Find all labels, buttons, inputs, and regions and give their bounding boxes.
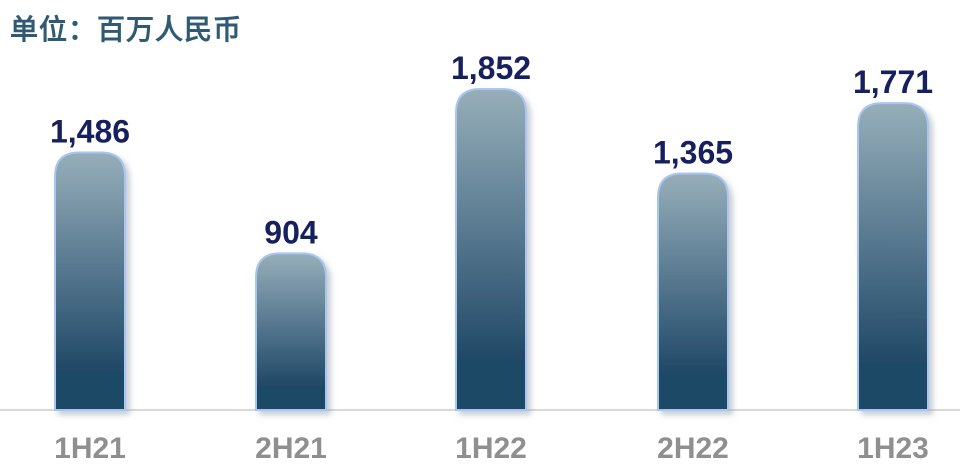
bar-2H22 <box>657 172 729 411</box>
bar-1H23 <box>857 102 929 411</box>
bar-2H21 <box>255 252 327 411</box>
value-label-2H22: 1,365 <box>653 134 733 170</box>
value-label-2H21: 904 <box>264 214 318 250</box>
value-label-1H22: 1,852 <box>451 50 531 86</box>
category-label-2H22: 2H22 <box>657 432 729 465</box>
bar-1H21 <box>54 151 126 411</box>
category-label-1H22: 1H22 <box>455 432 527 465</box>
category-label-2H21: 2H21 <box>255 432 327 465</box>
category-label-1H23: 1H23 <box>857 432 929 465</box>
bar-1H22 <box>455 88 527 411</box>
unit-label: 单位：百万人民币 <box>10 13 243 46</box>
value-label-1H21: 1,486 <box>50 113 130 149</box>
value-label-1H23: 1,771 <box>853 64 933 100</box>
category-label-1H21: 1H21 <box>54 432 126 465</box>
